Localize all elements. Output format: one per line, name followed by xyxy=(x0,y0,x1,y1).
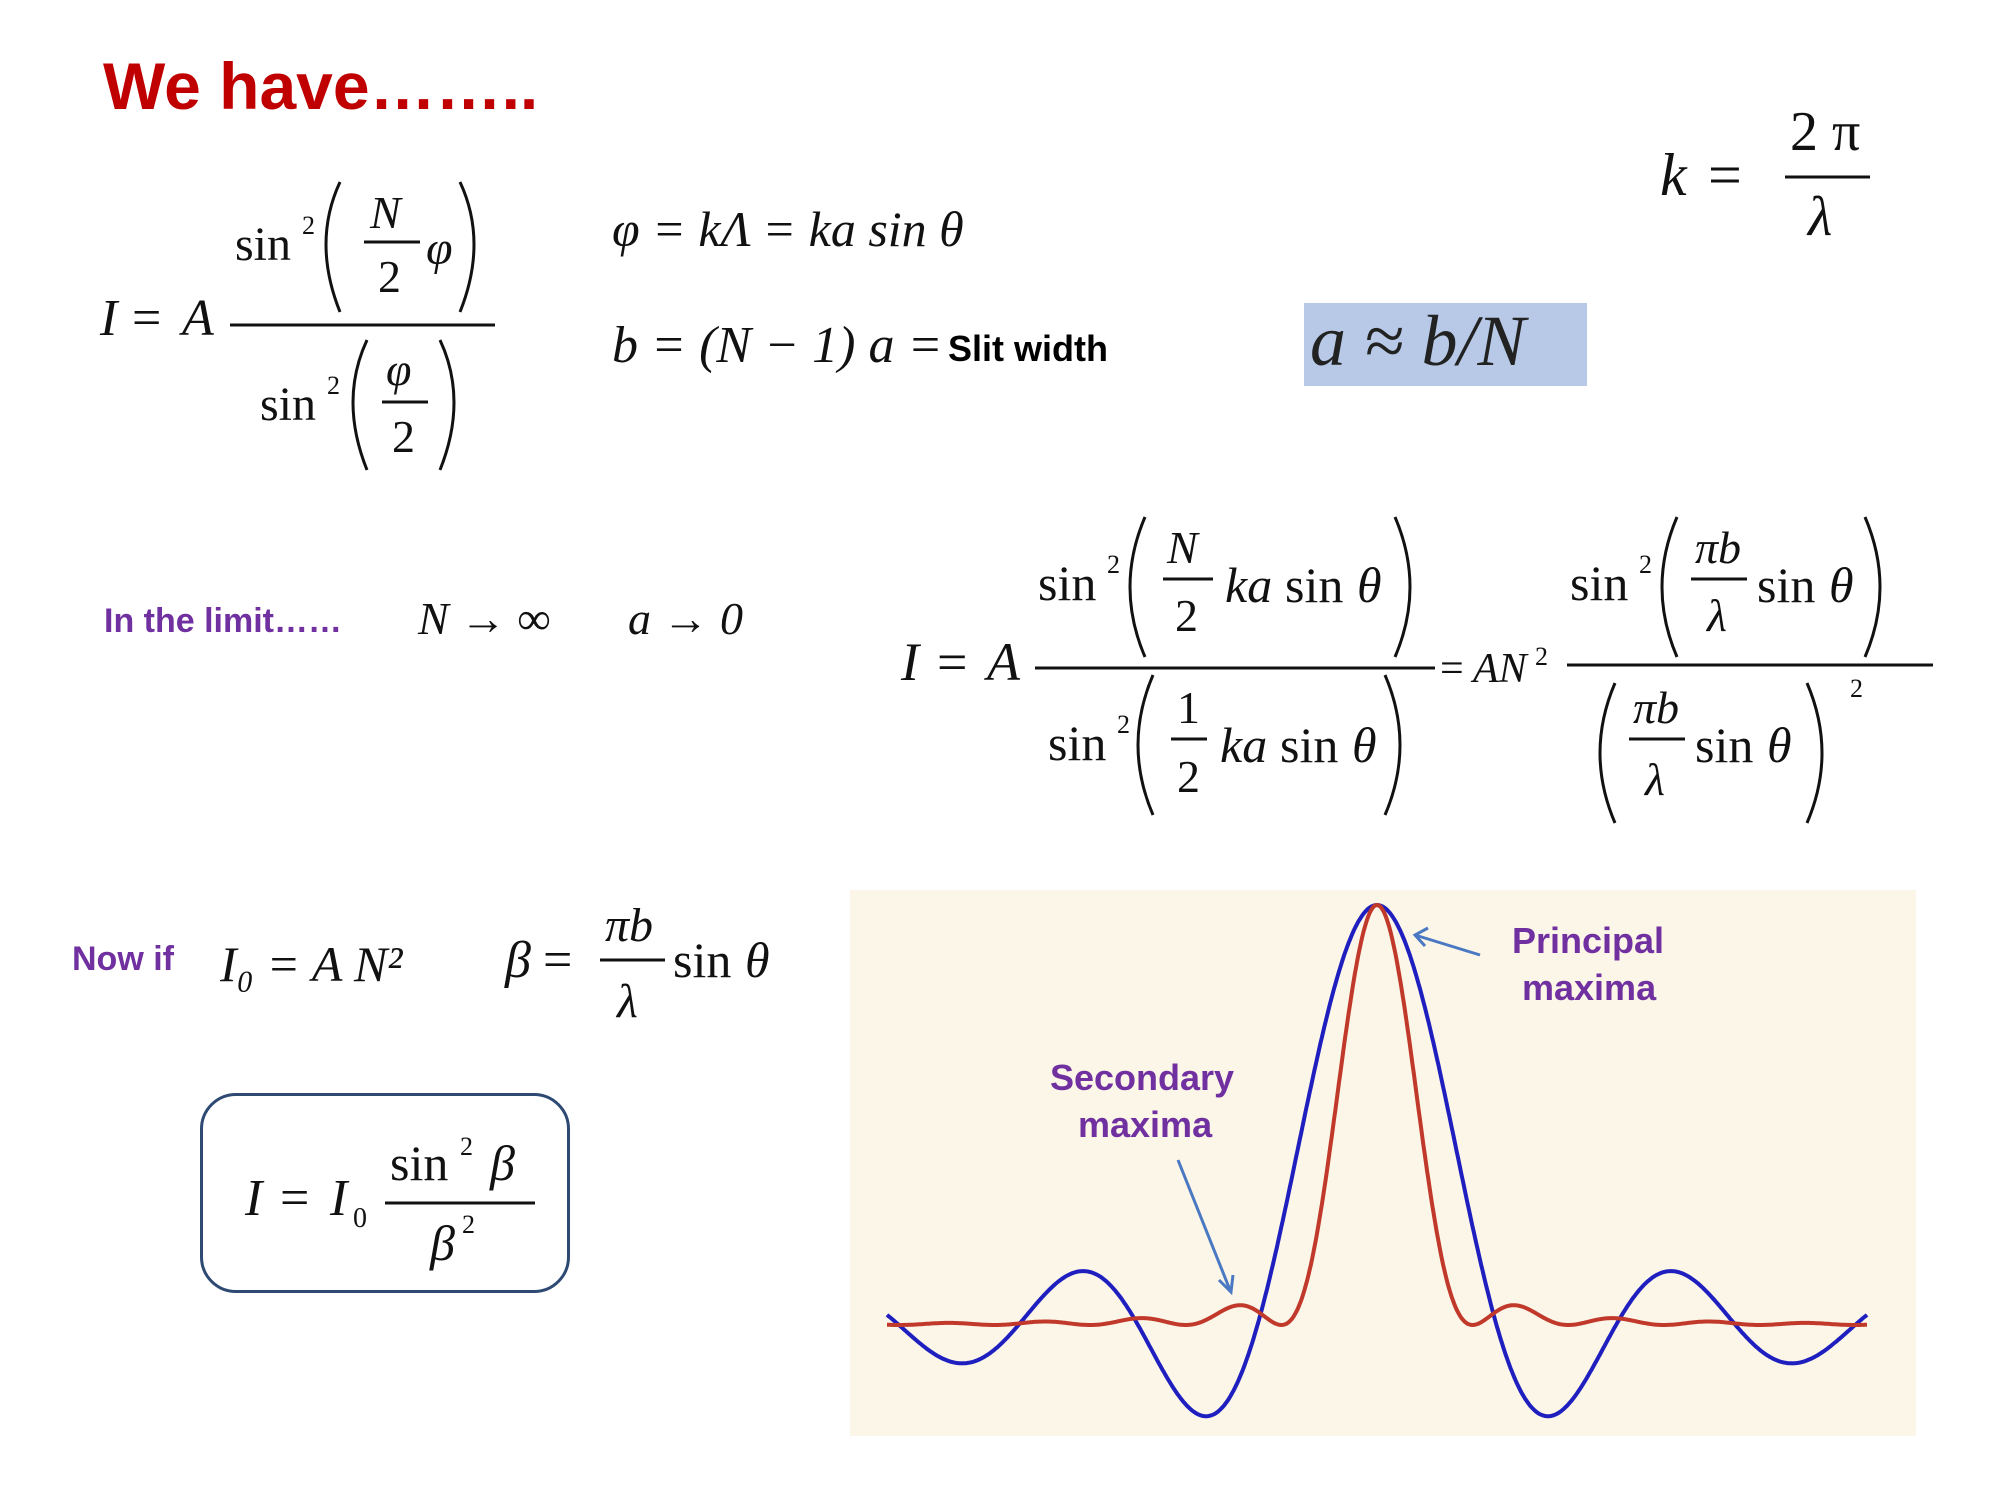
svg-text:θ: θ xyxy=(1829,557,1854,613)
blue-intensity-curve xyxy=(885,902,1869,1419)
principal-maxima-arrowhead xyxy=(1412,926,1429,948)
k-definition: k = 2 π λ xyxy=(1660,101,1870,248)
slide-heading: We have…….. xyxy=(103,49,539,123)
svg-text:θ: θ xyxy=(1767,717,1792,773)
svg-text:sin: sin xyxy=(235,218,291,271)
svg-text:λ: λ xyxy=(1806,186,1832,248)
svg-text:=: = xyxy=(1708,142,1742,208)
secondary-maxima-arrowhead xyxy=(1217,1274,1235,1296)
secondary-label-line2: maxima xyxy=(1078,1104,1213,1145)
svg-text:1: 1 xyxy=(1177,682,1200,733)
svg-text:λ: λ xyxy=(1643,754,1665,805)
svg-text:I: I xyxy=(244,1170,265,1227)
i0-definition: I₀ = A N² xyxy=(220,936,403,992)
svg-text:φ: φ xyxy=(426,222,453,275)
svg-text:sin: sin xyxy=(1695,717,1753,773)
intensity-limit-equation: I = A sin 2 N 2 ka sin θ sin 2 1 2 ka si… xyxy=(900,516,1933,824)
svg-text:AN: AN xyxy=(1470,646,1529,692)
svg-text:I: I xyxy=(900,632,922,692)
svg-text:2: 2 xyxy=(1117,710,1130,739)
svg-text:sin: sin xyxy=(1285,557,1343,613)
limit-label: In the limit…… xyxy=(104,602,342,640)
svg-text:θ: θ xyxy=(745,932,770,988)
svg-text:=: = xyxy=(280,1170,309,1227)
svg-text:k: k xyxy=(1660,142,1688,208)
svg-text:=: = xyxy=(543,932,572,989)
svg-text:2: 2 xyxy=(1177,751,1200,802)
now-if-label: Now if xyxy=(72,940,174,978)
svg-text:ka: ka xyxy=(1225,557,1272,613)
highlight-box xyxy=(1304,303,1587,386)
phi-definition: φ = kΛ = ka sin θ xyxy=(612,201,964,257)
svg-text:2: 2 xyxy=(1175,590,1198,641)
svg-text:2: 2 xyxy=(327,371,340,400)
svg-text:sin: sin xyxy=(260,378,316,431)
svg-text:I: I xyxy=(99,290,120,347)
svg-text:sin: sin xyxy=(390,1135,448,1191)
svg-text:θ: θ xyxy=(1357,557,1382,613)
svg-text:sin: sin xyxy=(1038,555,1096,611)
svg-text:sin: sin xyxy=(1757,557,1815,613)
svg-text:sin: sin xyxy=(673,932,731,988)
svg-text:λ: λ xyxy=(615,975,638,1028)
svg-text:sin: sin xyxy=(1570,555,1628,611)
limit-n-infinity: N → ∞ xyxy=(418,593,551,644)
svg-text:β: β xyxy=(429,1215,455,1271)
svg-text:2: 2 xyxy=(1639,550,1652,579)
principal-label-line1: Principal xyxy=(1512,920,1664,961)
a-approx-equation: a ≈ b/N xyxy=(1310,301,1526,381)
svg-text:N: N xyxy=(1166,522,1200,573)
svg-text:θ: θ xyxy=(1352,717,1377,773)
svg-text:2: 2 xyxy=(1535,642,1548,671)
svg-text:ka: ka xyxy=(1220,717,1267,773)
b-definition: b = (N − 1) a = xyxy=(612,317,943,374)
svg-text:2: 2 xyxy=(462,1210,475,1239)
svg-text:β: β xyxy=(489,1135,515,1191)
svg-text:2: 2 xyxy=(302,211,315,240)
svg-text:A: A xyxy=(984,632,1021,692)
svg-text:I: I xyxy=(329,1170,350,1227)
svg-text:=: = xyxy=(937,632,967,692)
svg-text:2: 2 xyxy=(1107,550,1120,579)
svg-text:0: 0 xyxy=(353,1203,367,1234)
principal-label-line2: maxima xyxy=(1522,967,1657,1008)
svg-text:β: β xyxy=(504,932,531,989)
svg-text:πb: πb xyxy=(1633,682,1679,733)
principal-maxima-arrow xyxy=(1414,933,1481,957)
svg-text:2: 2 xyxy=(378,251,401,302)
intensity-general-equation: I = A sin 2 N 2 φ sin 2 φ 2 xyxy=(99,181,495,471)
final-formula-box xyxy=(200,1093,570,1293)
diffraction-plot: Principal maxima Secondary maxima xyxy=(850,890,1916,1436)
svg-text:2: 2 xyxy=(460,1132,473,1161)
svg-text:sin: sin xyxy=(1048,715,1106,771)
svg-text:2: 2 xyxy=(1850,674,1863,703)
beta-definition: β = πb λ sin θ xyxy=(504,899,770,1028)
secondary-label-line1: Secondary xyxy=(1050,1057,1234,1098)
svg-text:=: = xyxy=(1440,646,1464,692)
svg-text:φ: φ xyxy=(386,344,411,395)
svg-text:2 π: 2 π xyxy=(1790,101,1860,163)
svg-text:λ: λ xyxy=(1705,590,1727,641)
red-intensity-curve xyxy=(887,902,1867,1328)
final-formula: I = I 0 sin 2 β β 2 xyxy=(244,1132,535,1271)
slit-width-label: Slit width xyxy=(948,328,1108,369)
svg-text:πb: πb xyxy=(1695,522,1741,573)
plot-svg: Principal maxima Secondary maxima xyxy=(885,902,1869,1419)
svg-text:πb: πb xyxy=(605,899,653,952)
svg-text:=: = xyxy=(132,290,161,347)
svg-text:sin: sin xyxy=(1280,717,1338,773)
secondary-maxima-arrow xyxy=(1176,1159,1232,1291)
svg-text:N: N xyxy=(369,187,403,238)
svg-text:A: A xyxy=(179,290,214,347)
limit-a-zero: a → 0 xyxy=(628,593,743,644)
svg-text:2: 2 xyxy=(392,411,415,462)
